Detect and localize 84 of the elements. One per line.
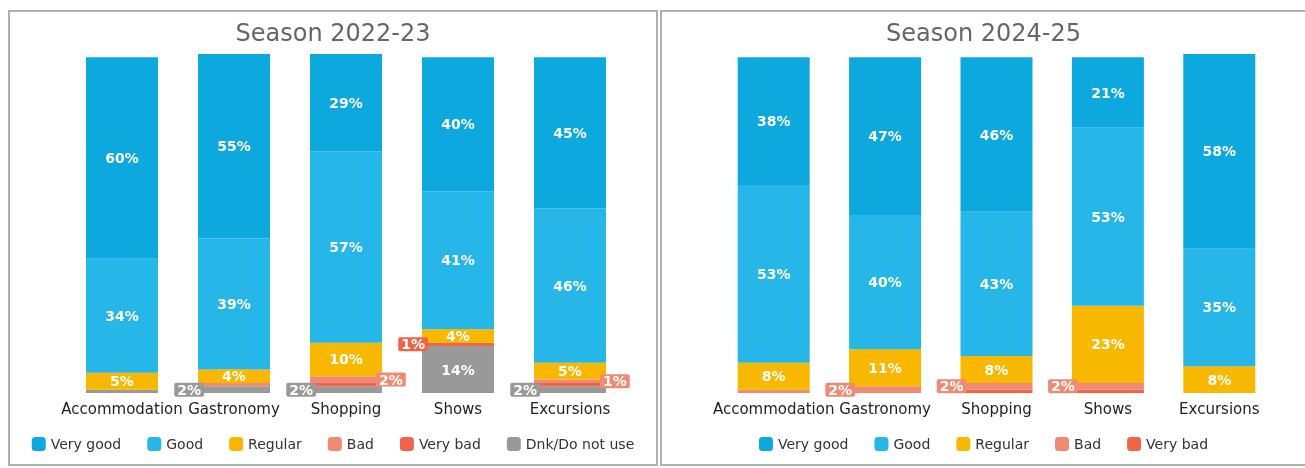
data-label: 2%: [379, 371, 403, 388]
legend-label: Regular: [975, 436, 1030, 452]
bar: [422, 191, 494, 330]
data-label: 10%: [329, 351, 363, 368]
bar: [1071, 305, 1144, 383]
x-tick-label: Excursions: [529, 399, 611, 418]
data-label: 2%: [828, 381, 853, 398]
x-tick-label: Shopping: [310, 399, 382, 418]
data-label: 40%: [868, 274, 902, 291]
data-label: 4%: [222, 368, 246, 385]
bar: [1183, 54, 1256, 249]
bar: [198, 238, 270, 370]
x-tick-label: Accommodation: [61, 399, 183, 418]
x-tick-label: Shows: [1083, 399, 1133, 418]
data-label: 41%: [441, 252, 475, 269]
x-tick-label: Shows: [433, 399, 483, 418]
data-label: 14%: [441, 361, 475, 378]
data-label: 1%: [401, 336, 425, 353]
data-label: 2%: [177, 381, 201, 398]
data-label: 8%: [761, 368, 786, 385]
bar: [534, 57, 606, 209]
bar: [86, 258, 158, 373]
data-label: 1%: [603, 373, 627, 390]
data-label: 34%: [105, 307, 139, 324]
data-label: 46%: [553, 277, 587, 294]
bar: [1183, 248, 1256, 367]
bar: [534, 208, 606, 363]
x-tick-label: Excursions: [1179, 399, 1260, 418]
legend-label: Regular: [248, 436, 303, 452]
data-label: 43%: [979, 275, 1014, 292]
data-label: 53%: [756, 265, 791, 282]
bar: [849, 57, 922, 216]
chart-title: Season 2024-25: [885, 19, 1082, 47]
data-label: 2%: [513, 381, 537, 398]
x-tick-label: Gastronomy: [839, 399, 932, 418]
legend-label: Very bad: [418, 436, 481, 452]
legend-label: Bad: [346, 436, 374, 452]
bar: [86, 57, 158, 259]
data-label: 57%: [329, 238, 363, 255]
data-label: 38%: [756, 113, 791, 130]
data-label: 21%: [1091, 84, 1125, 101]
data-label: 2%: [1051, 378, 1075, 395]
legend-label: Very bad: [1146, 436, 1209, 452]
legend-label: Good: [893, 436, 931, 452]
bar: [310, 54, 382, 152]
legend-label: Very good: [50, 436, 122, 452]
data-label: 46%: [979, 126, 1014, 143]
bar: [422, 57, 494, 192]
data-label: 60%: [105, 150, 139, 167]
data-label: 40%: [441, 116, 475, 133]
data-label: 53%: [1091, 208, 1125, 225]
data-label: 8%: [984, 361, 1009, 378]
data-label: 8%: [1207, 371, 1232, 388]
legend-label: Very good: [777, 436, 849, 452]
data-label: 35%: [1202, 299, 1237, 316]
x-tick-label: Gastronomy: [188, 399, 280, 418]
bar: [1071, 127, 1144, 306]
data-label: 5%: [558, 363, 582, 380]
legend-label: Dnk/Do not use: [525, 436, 635, 452]
data-label: 2%: [289, 381, 313, 398]
data-label: 11%: [868, 359, 902, 376]
bar: [198, 54, 270, 239]
data-label: 29%: [329, 94, 363, 111]
data-label: 58%: [1202, 143, 1237, 160]
data-label: 4%: [446, 327, 470, 344]
bar: [310, 151, 382, 343]
bar: [849, 215, 922, 350]
data-label: 2%: [939, 378, 964, 395]
data-label: 5%: [110, 373, 134, 390]
data-label: 47%: [868, 128, 902, 145]
bar: [960, 211, 1033, 357]
data-label: 45%: [553, 124, 587, 141]
data-label: 23%: [1091, 336, 1125, 353]
legend-label: Good: [166, 436, 204, 452]
x-tick-label: Shopping: [961, 399, 1032, 418]
bar: [960, 57, 1033, 212]
x-tick-label: Accommodation: [712, 399, 835, 418]
chart-title: Season 2022-23: [235, 19, 431, 47]
data-label: 39%: [217, 296, 251, 313]
data-label: 55%: [217, 138, 251, 155]
bar: [737, 184, 810, 363]
bar: [1071, 57, 1144, 128]
legend-label: Bad: [1074, 436, 1102, 452]
bar: [737, 57, 810, 185]
